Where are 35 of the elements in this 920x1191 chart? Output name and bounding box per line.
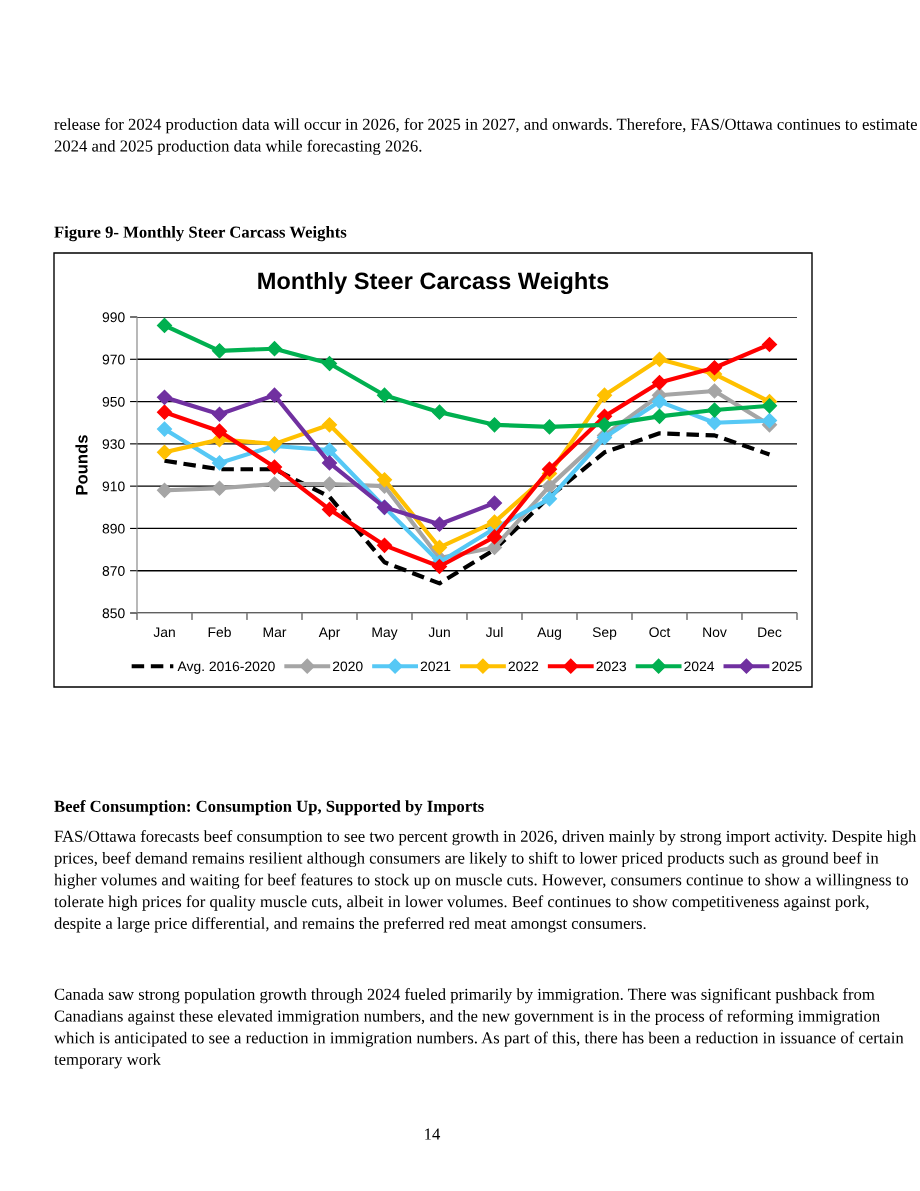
legend-label: 2023 [596,661,627,672]
y-tick-label: 950 [102,396,125,407]
text: FAS/Ottawa forecasts beef consumption to see two percent growth in 2026, driven mainly by strong import activity. Despite high prices, beef demand remains resilient although consumers are likely to shift to lower priced products such as ground beef in higher volumes and waiting for beef features to stock up on muscle cuts. However, consumers continue to show a willingness to tolerate high prices for quality muscle cuts, albeit in lower volumes. Beef continues to show competitiveness against pork, despite a large price differential, and remains the preferred red meat amongst consumers. [54,830,917,933]
x-tick-label: Jun [428,627,450,638]
x-tick-label: Nov [703,627,727,638]
text: release for 2024 production data will occur in 2026, for 2025 in 2027, and onwards. Therefore, FAS/Ottawa continues to estimate 2024 and 2025 production data while forecasting 2026. [54,118,917,156]
chart-title: Monthly Steer Carcass Weights [258,271,609,295]
y-tick-label: 910 [102,481,125,492]
legend-label: 2022 [508,661,539,672]
y-tick-label: 890 [102,523,125,534]
y-tick-label: 850 [102,608,125,619]
x-tick-label: Dec [758,627,782,638]
caption: Figure 9- Monthly Steer Carcass Weights [54,226,347,242]
y-tick-label: 990 [102,312,125,323]
y-tick-label: 930 [102,439,125,450]
y-tick-label: 870 [102,566,125,576]
x-tick-label: Feb [208,626,231,638]
legend-label: 2024 [684,661,715,672]
text: Canada saw strong population growth through 2024 fueled primarily by immigration. There was significant pushback from Canadians against these elevated immigration numbers, and the new government is in the process of reforming immigration which is anticipated to see a reduction in immigration numbers. As part of this, there has been a reduction in issuance of certain temporary work [54,988,904,1069]
x-tick-label: Oct [649,627,671,638]
text: 14 [425,1128,441,1140]
legend-label: 2020 [332,661,363,672]
x-tick-label: Aug [537,627,561,640]
x-tick-label: May [372,627,398,640]
x-tick-label: Apr [318,627,341,640]
x-tick-label: Sep [592,627,617,640]
text: Beef Consumption: Consumption Up, Supported by Imports [54,800,484,816]
legend-label: 2021 [420,661,451,672]
y-axis-title: Pounds [75,435,88,495]
x-tick-label: Jul [485,626,503,638]
x-tick-label: Mar [263,627,287,638]
y-tick-label: 970 [102,354,125,365]
legend-label: Avg. 2016-2020 [177,661,275,674]
x-tick-label: Jan [153,627,175,638]
legend-label: 2025 [772,661,802,672]
